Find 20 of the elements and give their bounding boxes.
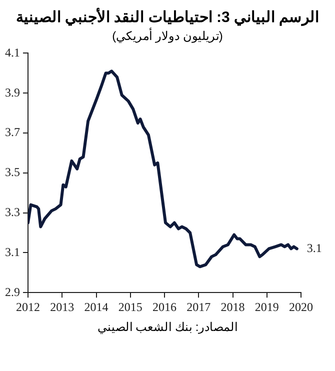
y-tick-label: 3.1 [5,244,20,259]
y-tick-label: 2.9 [5,284,20,299]
x-tick-label: 2019 [254,300,279,314]
y-tick-label: 3.5 [5,165,20,180]
x-tick-label: 2015 [118,300,142,314]
y-tick-label: 4.1 [5,45,20,60]
x-tick-label: 2012 [16,300,40,314]
x-tick-label: 2014 [84,300,108,314]
x-tick-label: 2013 [50,300,74,314]
y-tick-label: 3.7 [5,125,20,140]
annotation: 3.1 [306,240,322,255]
x-tick-label: 2018 [220,300,245,314]
chart-title: الرسم البياني 3: احتياطيات النقد الأجنبي الصينية [14,8,320,26]
y-tick-label: 3.9 [5,85,20,100]
chart-subtitle: (تريليون دولار أمريكي) [111,29,224,43]
x-tick-label: 2020 [289,300,313,314]
x-tick-label: 2016 [152,300,176,314]
text: المصادر: بنك الشعب الصيني [96,320,239,334]
y-tick-label: 3.3 [5,204,20,219]
x-tick-label: 2017 [186,300,211,314]
